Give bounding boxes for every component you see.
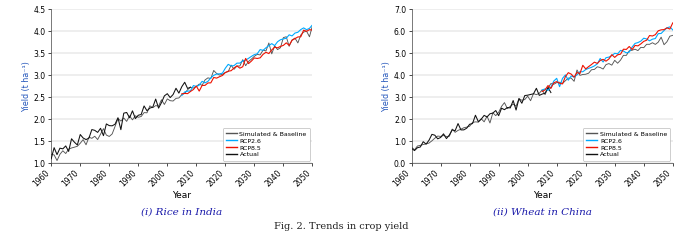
- Y-axis label: Yield (t ha⁻¹): Yield (t ha⁻¹): [382, 61, 391, 112]
- Legend: Simulated & Baseline, RCP2.6, RCP8.5, Actual: Simulated & Baseline, RCP2.6, RCP8.5, Ac…: [223, 128, 310, 161]
- Text: Fig. 2. Trends in crop yield: Fig. 2. Trends in crop yield: [275, 222, 408, 231]
- Y-axis label: Yield (t ha⁻¹): Yield (t ha⁻¹): [22, 61, 31, 112]
- Text: (i) Rice in India: (i) Rice in India: [141, 207, 223, 216]
- X-axis label: Year: Year: [172, 192, 191, 201]
- Text: (ii) Wheat in China: (ii) Wheat in China: [492, 207, 591, 216]
- X-axis label: Year: Year: [533, 192, 552, 201]
- Legend: Simulated & Baseline, RCP2.6, RCP8.5, Actual: Simulated & Baseline, RCP2.6, RCP8.5, Ac…: [583, 128, 670, 161]
